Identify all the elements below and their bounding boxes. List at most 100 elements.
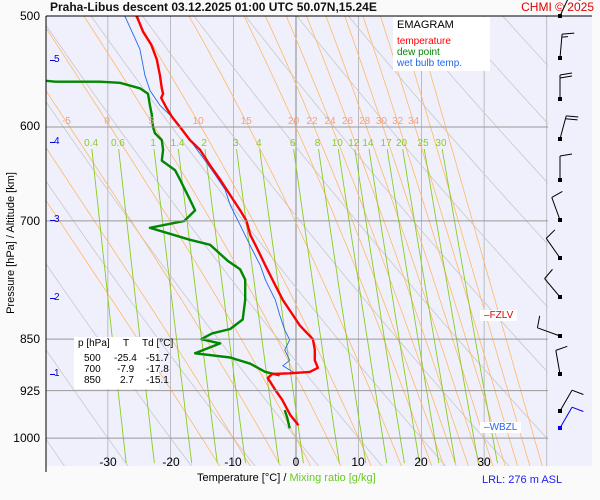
wind-barb-dot [558,56,562,60]
table-cell: 700 [84,364,101,375]
moist-adiabat-line [46,146,251,466]
dew-point-surface-line [283,409,291,429]
y-tick-500: 500 [19,9,40,23]
wind-barb-full [559,153,573,157]
table-cell: -7.9 [117,364,135,375]
mixing-ratio-label: 6 [290,138,296,149]
y-tick-600: 600 [19,119,40,133]
table-header-p: p [hPa] [78,338,110,349]
altitude-tick-5: 5 [50,54,60,65]
fzlv-text: FZLV [489,310,514,321]
moist-adiabat-line [134,16,372,466]
altitude-tick-1: 1 [50,368,60,379]
x-axis-title: Temperature [°C] / Mixing ratio [g/kg] [197,472,376,484]
x-tick: -30 [99,455,117,469]
legend-wet-bulb: wet bulb temp. [397,58,463,69]
wind-barb-staff [544,278,561,298]
table-cell: 500 [84,353,101,364]
moist-adiabat-label: 24 [324,116,336,127]
legend-title: EMAGRAM [397,19,454,31]
moist-adiabat-line [306,16,469,466]
altitude-tick-2: 2 [50,292,60,303]
x-tick: -20 [162,455,180,469]
mixing-ratio-line [118,148,155,464]
dry-adiabat-line [450,16,548,125]
x-axis-separator: / [283,472,287,484]
wind-barb-full [571,406,584,412]
altitude-tick-4: 4 [50,136,60,147]
mixing-ratio-label: 12 [348,138,360,149]
wind-barb-staff [537,327,561,337]
x-axis-label-mixing-ratio: Mixing ratio [g/kg] [289,472,376,484]
mixing-ratio-line [204,148,246,464]
dry-adiabat-line [46,180,256,466]
dry-adiabat-line [46,263,193,466]
chart-title: Praha-Libus descent 03.12.2025 01:00 UTC… [50,0,377,14]
wind-barb-dot [558,97,562,101]
legend: EMAGRAM temperature dew point wet bulb t… [393,17,490,71]
y-tick-850: 850 [19,332,40,346]
moist-adiabat-label: 20 [288,116,300,127]
mixing-ratio-line [259,148,304,464]
wind-barb-dot [558,14,562,18]
legend-dew-point: dew point [397,47,440,58]
table-header-t: T [123,338,130,349]
moist-adiabat-line [265,16,445,466]
mixing-ratio-label: 25 [418,138,430,149]
dry-adiabat-line [90,16,447,466]
table-cell: -25.4 [114,353,137,364]
plot-lines [46,16,548,466]
y-tick-925: 925 [19,384,40,398]
wind-barb-staff [545,238,561,259]
mixing-ratio-line [386,148,440,464]
moist-adiabat-line [413,16,543,466]
moist-adiabat-label: 0 [104,116,110,127]
y-axis-title: Pressure [hPa] / Altitude [km] [5,172,17,314]
mixing-ratio-line [441,148,498,464]
wind-barb-dot [558,218,562,222]
moist-adiabat-line [188,16,402,466]
wind-barb [558,153,573,182]
wind-barb [558,0,581,18]
wind-barb-full [562,32,575,35]
wind-barb [544,269,562,299]
moist-adiabat-line [46,27,312,466]
wet-bulb-line [124,16,294,373]
wind-barb-dot [558,372,562,376]
lrl-label: LRL: 276 m ASL [482,474,563,486]
wind-barb-staff [559,34,563,59]
wind-barb-staff [559,115,567,140]
mixing-ratio-label: 1 [150,138,156,149]
wind-barb [555,345,568,376]
mixing-ratio-line [153,148,193,464]
mixing-ratio-line [293,148,340,464]
wind-barb-full [536,315,541,328]
mixing-ratio-line [318,148,367,464]
y-tick-700: 700 [19,214,40,228]
wind-barb-full [551,191,563,198]
wind-barb-full [566,115,579,118]
table-cell: -17.8 [146,364,169,375]
mixing-ratio-label: 17 [381,138,393,149]
wind-barb [558,389,584,413]
table-cell: -15.1 [146,375,169,386]
wind-barb-full [545,229,556,239]
x-tick: 30 [477,455,491,469]
mixing-ratio-label: 14 [362,138,374,149]
table-header-td: Td [°C] [142,338,174,349]
mixing-ratio-line [368,148,420,464]
moist-adiabat-label: 15 [241,116,253,127]
wind-barb [551,191,563,222]
wind-barb-dot [558,256,562,260]
wind-barb-full [555,345,568,351]
moist-adiabat-line [397,16,531,466]
wind-barb [558,72,573,101]
wind-barb-dot [558,137,562,141]
wbzl-label: –WBZL [480,422,522,433]
temperature-line [135,16,320,426]
moist-adiabat-line [285,16,457,466]
wind-barb [545,229,562,260]
copyright: CHMI © 2025 [521,0,594,14]
dry-adiabat-line [245,16,548,374]
